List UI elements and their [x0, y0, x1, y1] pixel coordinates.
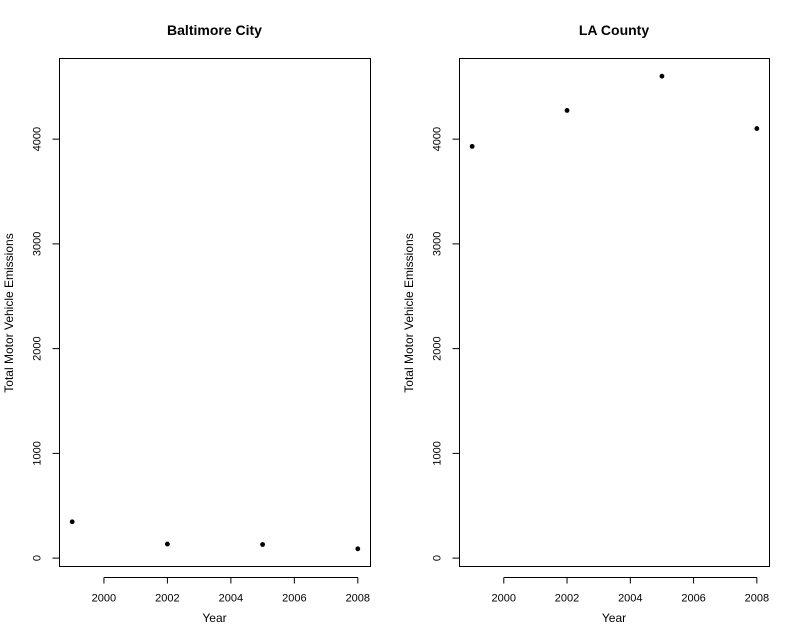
x-axis: 2000 2002 2004 2006 2008	[492, 577, 769, 605]
panel-baltimore-city: Baltimore City 2000 2002 2004 2006 2008 0 100…	[2, 22, 371, 625]
plot-frame	[59, 58, 371, 567]
data-point	[355, 546, 361, 552]
x-tick-label: 2000	[492, 593, 516, 605]
y-tick-label: 3000	[32, 232, 44, 256]
x-tick-label: 2002	[555, 593, 579, 605]
x-axis: 2000 2002 2004 2006 2008	[92, 577, 370, 605]
y-tick-label: 2000	[32, 336, 44, 360]
x-tick-label: 2006	[282, 593, 306, 605]
y-tick-label: 4000	[432, 127, 444, 151]
data-point	[469, 143, 475, 149]
data-points	[69, 519, 361, 552]
y-axis-label: Total Motor Vehicle Emissions	[2, 233, 16, 392]
chart-title: Baltimore City	[167, 22, 262, 38]
y-tick-label: 0	[432, 555, 444, 561]
y-tick-label: 0	[32, 555, 44, 561]
data-point	[164, 541, 170, 547]
data-point	[564, 108, 570, 113]
y-tick-label: 1000	[32, 441, 44, 465]
panel-la-county: LA County 2000 2002 2004 2006 2008 0 1000 2000…	[402, 22, 770, 625]
x-tick-label: 2008	[346, 593, 370, 605]
data-points	[469, 73, 760, 149]
y-tick-label: 4000	[32, 127, 44, 151]
y-axis: 0 1000 2000 3000 4000	[432, 127, 460, 561]
x-tick-label: 2000	[92, 593, 116, 605]
data-point	[260, 542, 266, 547]
x-tick-label: 2004	[618, 593, 642, 605]
x-tick-label: 2008	[745, 593, 769, 605]
x-tick-label: 2002	[155, 593, 179, 605]
x-axis-label: Year	[602, 611, 626, 625]
y-tick-label: 2000	[432, 336, 444, 360]
x-tick-label: 2006	[681, 593, 705, 605]
y-axis: 0 1000 2000 3000 4000	[32, 127, 60, 561]
chart-title: LA County	[579, 22, 649, 38]
y-tick-label: 1000	[432, 441, 444, 465]
plot-frame	[459, 58, 770, 567]
data-point	[659, 73, 665, 79]
y-tick-label: 3000	[432, 232, 444, 256]
x-tick-label: 2004	[219, 593, 243, 605]
x-axis-label: Year	[202, 611, 226, 625]
data-point	[754, 126, 760, 131]
data-point	[69, 519, 75, 525]
y-axis-label: Total Motor Vehicle Emissions	[402, 233, 416, 392]
